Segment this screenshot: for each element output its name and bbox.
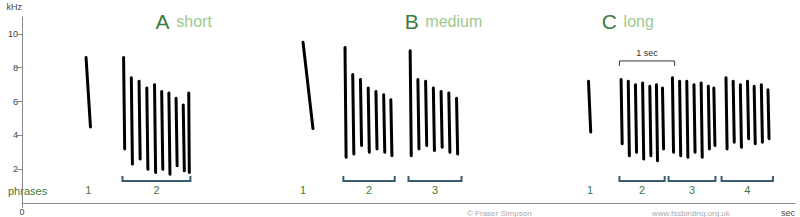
svg-text:www.fssbirding.org.uk: www.fssbirding.org.uk (651, 209, 731, 217)
svg-text:© Fraser Simpson: © Fraser Simpson (467, 209, 532, 217)
svg-text:4: 4 (744, 184, 750, 196)
svg-text:short: short (176, 13, 212, 30)
svg-text:2: 2 (13, 164, 18, 174)
svg-text:3: 3 (689, 184, 695, 196)
svg-text:C: C (602, 10, 617, 33)
svg-text:1: 1 (85, 184, 91, 196)
svg-text:10: 10 (8, 29, 18, 39)
svg-text:2: 2 (153, 184, 159, 196)
svg-text:1: 1 (587, 184, 593, 196)
svg-text:2: 2 (639, 184, 645, 196)
svg-text:B: B (405, 10, 419, 33)
svg-text:sec: sec (781, 208, 796, 217)
svg-text:medium: medium (425, 13, 482, 30)
svg-text:1: 1 (300, 184, 306, 196)
svg-text:phrases: phrases (8, 185, 48, 197)
svg-text:long: long (624, 13, 654, 30)
svg-text:2: 2 (366, 184, 372, 196)
svg-text:kHz: kHz (7, 2, 23, 12)
svg-text:A: A (156, 10, 170, 33)
svg-text:0: 0 (19, 207, 24, 217)
svg-text:4: 4 (13, 130, 18, 140)
svg-text:1 sec: 1 sec (636, 48, 658, 58)
svg-text:3: 3 (432, 184, 438, 196)
svg-text:8: 8 (13, 63, 18, 73)
svg-text:6: 6 (13, 97, 18, 107)
